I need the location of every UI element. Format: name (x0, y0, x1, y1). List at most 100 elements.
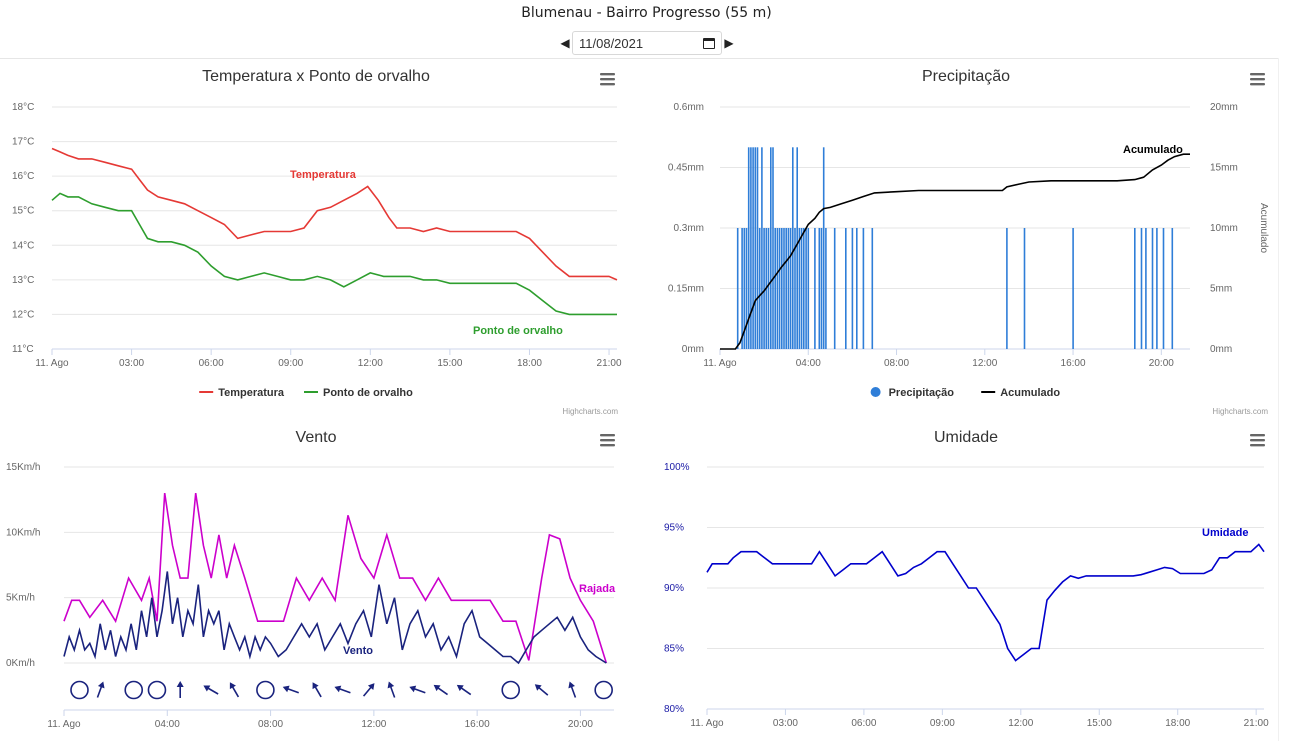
arrow-head (97, 681, 105, 689)
precip-bar (825, 228, 827, 349)
y-tick-label: 13°C (12, 275, 34, 286)
menu-line (1250, 434, 1265, 437)
legend-item[interactable]: Acumulado (981, 387, 1060, 399)
x-tick-label: 18:00 (1165, 718, 1190, 729)
date-navigator: ◀ 11/08/2021 ▶ (558, 31, 736, 55)
wind-arrow-icon (203, 685, 219, 695)
precip-bar (798, 228, 801, 349)
y2-axis-title: Acumulado (1258, 203, 1269, 253)
precip-bar (1006, 228, 1008, 349)
chart-legend: Precipitação Acumulado (870, 387, 1060, 399)
chart-title: Precipitação (922, 68, 1010, 85)
y-tick-label: 95% (664, 523, 684, 534)
legend-label: Ponto de orvalho (323, 387, 413, 399)
y-tick-label: 90% (664, 583, 684, 594)
x-tick-label: 11. Ago (47, 719, 81, 730)
precip-bar (787, 228, 790, 349)
precip-bar (754, 147, 757, 349)
arrow-head (387, 681, 395, 689)
y-tick-label: 100% (664, 462, 690, 473)
precip-bar (1156, 228, 1158, 349)
precip-bar (789, 228, 792, 349)
chart-menu-icon[interactable] (1250, 434, 1265, 447)
menu-line (600, 73, 615, 76)
x-tick-label: 15:00 (437, 358, 462, 369)
wind-arrow-icon (362, 683, 375, 697)
chart-menu-icon[interactable] (600, 434, 615, 447)
legend-item[interactable]: Precipitação (870, 387, 955, 399)
legend-label: Temperatura (218, 387, 285, 399)
precip-bar (756, 147, 759, 349)
humidity-chart: Umidade 80% 85% 90% 95% 100% 11. Ago 03:00 06:00… (664, 429, 1269, 729)
arrow-head (433, 684, 441, 692)
y2-tick-label: 10mm (1210, 223, 1238, 234)
precip-bar (750, 147, 752, 349)
y-tick-label: 16°C (12, 171, 34, 182)
precip-bar (856, 228, 858, 349)
x-tick-label: 18:00 (517, 358, 542, 369)
wind-chart: Vento 0Km/h 5Km/h 10Km/h 15Km/h 11. Ago 04:00 0… (6, 429, 616, 730)
wind-calm-icon (594, 680, 613, 700)
chart-menu-icon[interactable] (600, 73, 615, 86)
precip-bar (770, 147, 772, 349)
chart-title: Umidade (934, 429, 998, 446)
series-label: Temperatura (290, 169, 357, 181)
precip-bar (803, 228, 805, 349)
x-tick-label: 12:00 (972, 358, 997, 369)
menu-line (1250, 444, 1265, 447)
precip-bar (833, 228, 836, 349)
chart-legend: Temperatura Ponto de orvalho (199, 387, 413, 399)
y-tick-label: 14°C (12, 240, 34, 251)
menu-line (1250, 83, 1265, 86)
precip-bar (763, 228, 765, 349)
precip-bar (814, 228, 816, 349)
precip-bar (818, 228, 821, 349)
wind-calm-icon (147, 680, 167, 700)
precip-bar (761, 147, 763, 349)
page-scrollbar[interactable] (1278, 58, 1293, 741)
menu-line (600, 83, 615, 86)
next-day-button[interactable]: ▶ (724, 36, 734, 50)
series-line-umidade (706, 543, 1265, 662)
precip-bar (1134, 228, 1136, 349)
wind-calm-icon (70, 680, 89, 700)
x-tick-label: 20:00 (568, 719, 593, 730)
x-tick-label: 12:00 (358, 358, 383, 369)
arrow-head (176, 681, 184, 687)
x-tick-label: 03:00 (119, 358, 144, 369)
x-tick-label: 20:00 (1149, 358, 1174, 369)
precipitation-chart-panel: Precipitação 0mm 0.15mm 0.3mm 0.45mm 0.6mm 11.… (650, 59, 1279, 419)
series-line-ponto-de-orvalho (51, 192, 617, 316)
wind-arrow-icon (312, 682, 322, 698)
precip-bar (851, 228, 854, 349)
prev-day-button[interactable]: ◀ (560, 36, 570, 50)
date-value: 11/08/2021 (579, 35, 644, 51)
wind-arrow-icon (176, 681, 184, 698)
series-label: Vento (343, 645, 373, 657)
y-tick-label: 85% (664, 644, 684, 655)
legend-item[interactable]: Ponto de orvalho (304, 387, 413, 399)
arrow-head (312, 682, 319, 690)
wind-calm-icon (256, 680, 275, 700)
calendar-icon[interactable] (703, 37, 715, 49)
x-tick-label: 08:00 (258, 719, 283, 730)
precip-bar (807, 228, 810, 349)
precip-bar (822, 147, 825, 349)
chart-menu-icon[interactable] (1250, 73, 1265, 86)
y-tick-label: 0.45mm (668, 163, 704, 174)
series-line-acumulado (720, 153, 1190, 350)
y-tick-label: 10Km/h (6, 527, 40, 538)
precip-bar (785, 228, 787, 349)
x-tick-label: 08:00 (884, 358, 909, 369)
x-tick-label: 09:00 (930, 718, 955, 729)
x-tick-label: 06:00 (851, 718, 876, 729)
precip-bar (1023, 228, 1026, 349)
precip-bar (747, 147, 750, 349)
x-tick-label: 21:00 (1244, 718, 1269, 729)
y-tick-label: 5Km/h (6, 593, 35, 604)
legend-item[interactable]: Temperatura (199, 387, 285, 399)
series-line-vento (63, 571, 607, 665)
date-input[interactable]: 11/08/2021 (572, 31, 722, 55)
precip-bar (820, 228, 823, 349)
x-tick-label: 21:00 (597, 358, 622, 369)
